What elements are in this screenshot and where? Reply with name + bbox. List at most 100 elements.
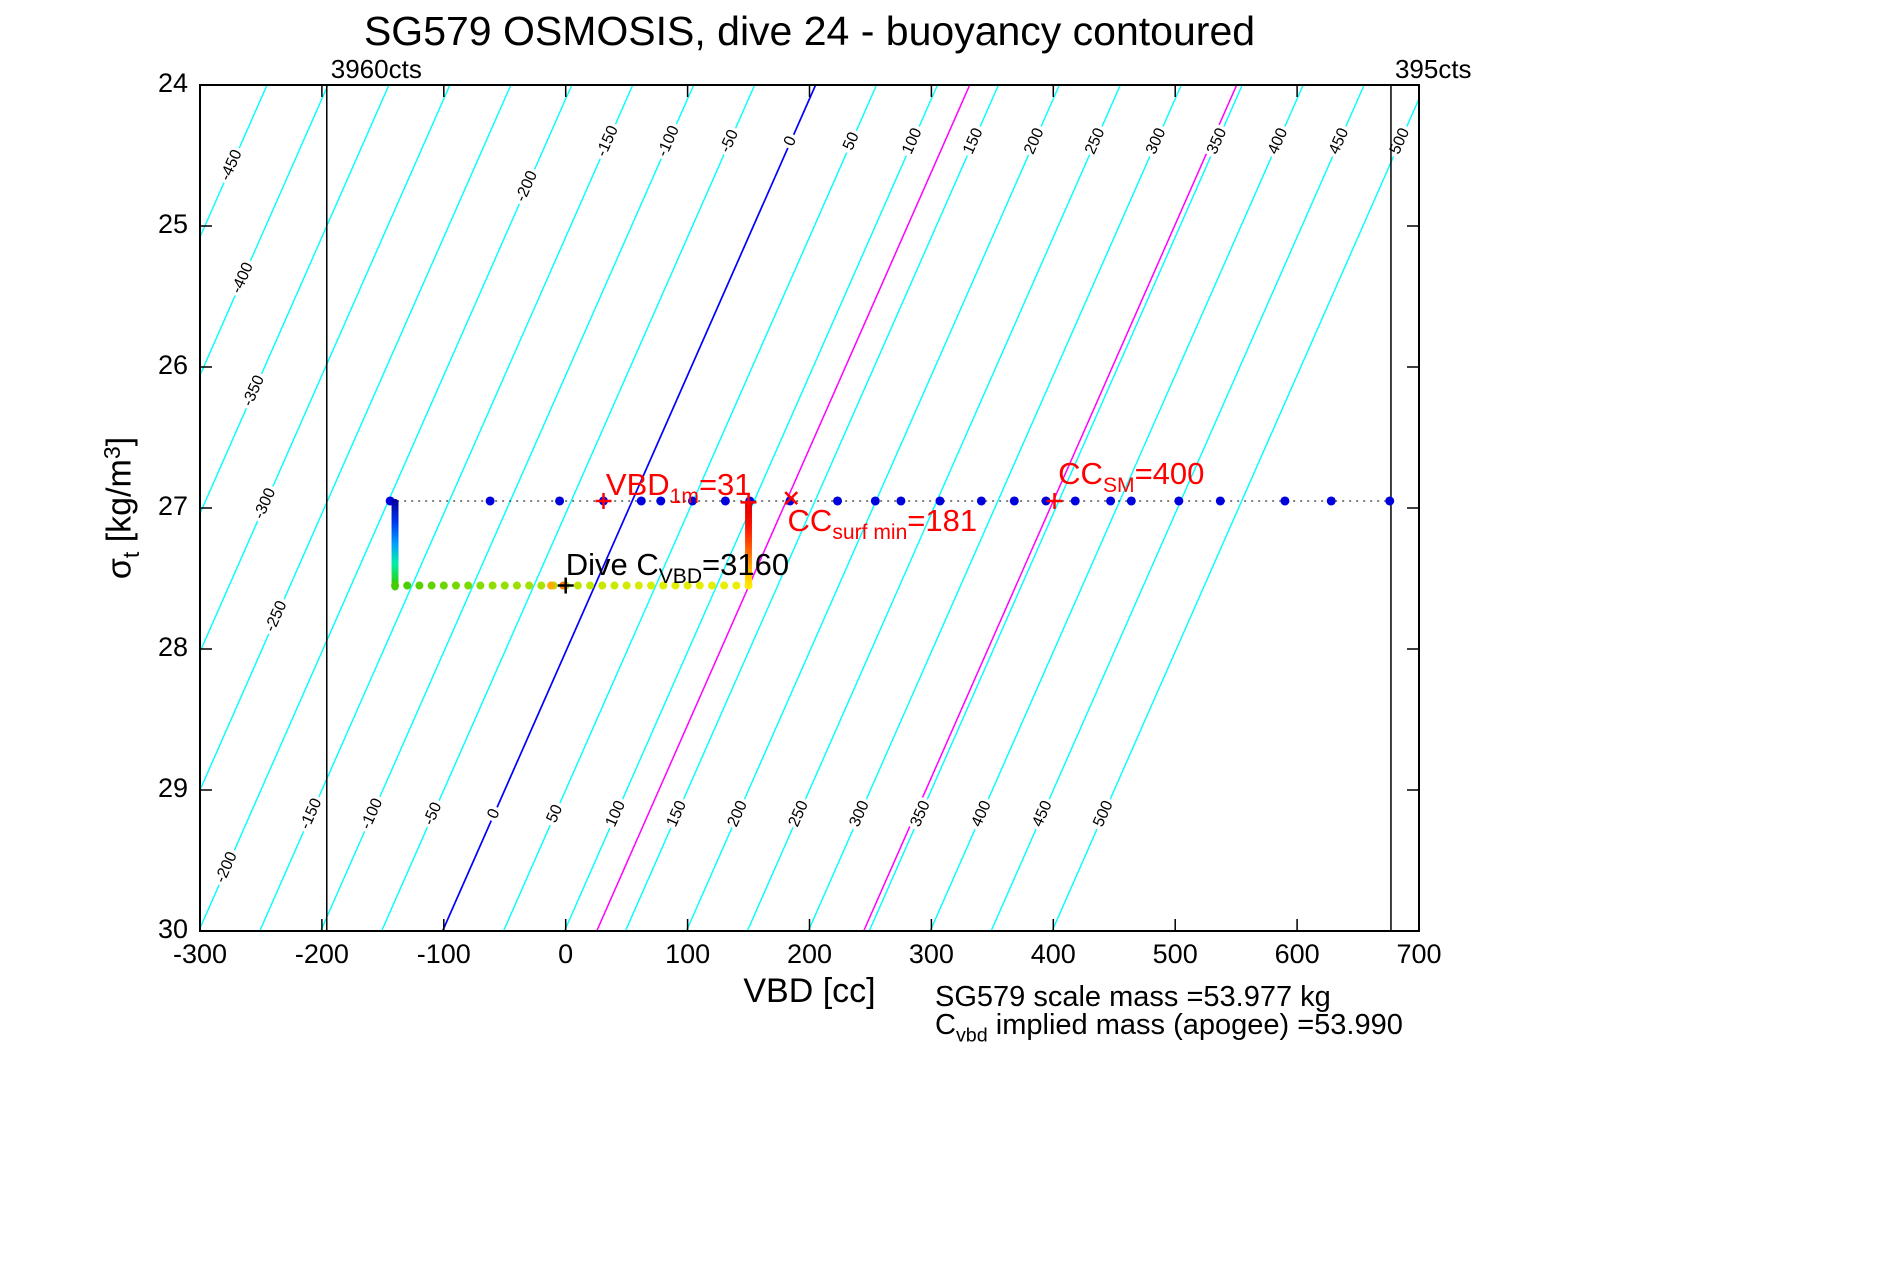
x-axis-label: VBD [cc] <box>743 972 876 1010</box>
text-run: implied mass (apogee) =53.990 <box>987 1009 1403 1041</box>
text-run: CC <box>1058 455 1103 491</box>
contour-label: -400 <box>228 260 257 296</box>
y-axis-label: σt [kg/m3] <box>99 437 145 579</box>
contour-label: 400 <box>968 798 994 829</box>
track-dot-bottom <box>695 581 704 590</box>
surface-dot <box>1215 496 1225 506</box>
ref-line-label-right: 395cts <box>1394 54 1472 84</box>
track-dot-bottom <box>427 581 436 590</box>
surface-dot <box>485 496 495 506</box>
contour-label: 50 <box>840 130 863 153</box>
contour-label: 150 <box>960 126 986 157</box>
contour-label: -100 <box>358 796 387 832</box>
surface-dot <box>1041 496 1051 506</box>
highlight-contour-line <box>862 85 1238 931</box>
y-tick-label: 24 <box>158 68 188 98</box>
contour-label: 250 <box>1082 126 1108 157</box>
track-dot-bottom <box>671 581 680 590</box>
contour-label: 150 <box>664 798 690 829</box>
contour-line <box>380 85 756 931</box>
contour-label: -150 <box>593 123 622 159</box>
text-run: C <box>935 1009 956 1041</box>
contour-label: 350 <box>907 798 933 829</box>
superscript: 3 <box>98 446 125 460</box>
surface-dot <box>833 496 843 506</box>
contour-label: 50 <box>543 802 566 825</box>
subscript: surf min <box>832 520 908 544</box>
contour-label: 0 <box>781 134 800 149</box>
track-dot-bottom <box>720 581 729 590</box>
y-tick-label: 25 <box>158 209 188 239</box>
track-dot-bottom <box>573 581 582 590</box>
track-dot-bottom <box>415 581 424 590</box>
y-tick-label: 28 <box>158 632 188 662</box>
contour-label: 100 <box>899 126 925 157</box>
subscript: SM <box>1102 473 1135 497</box>
surface-dot <box>1174 496 1184 506</box>
y-tick-label: 26 <box>158 350 188 380</box>
contour-line <box>624 85 1000 931</box>
x-tick-label: 100 <box>665 939 710 969</box>
surface-dot <box>720 496 730 506</box>
x-tick-label: 600 <box>1275 939 1320 969</box>
track-dot-bottom <box>439 581 448 590</box>
contour-line <box>320 85 695 931</box>
text-run: VBD <box>605 466 670 502</box>
text-run: σ <box>100 558 139 580</box>
track-dot-bottom <box>451 581 460 590</box>
contour-label: 300 <box>846 798 872 829</box>
x-tick-label: 300 <box>909 939 954 969</box>
chart-title: SG579 OSMOSIS, dive 24 - buoyancy contou… <box>363 8 1256 54</box>
contour-line-zero <box>441 85 817 931</box>
track-dot-bottom <box>683 581 692 590</box>
annotation-vbd-1m: VBD1m=31 <box>606 467 752 509</box>
x-tick-label: 0 <box>558 939 573 969</box>
contour-label: 200 <box>1021 126 1047 157</box>
contour-label: 350 <box>1204 126 1230 157</box>
implied-mass-text: Cvbd implied mass (apogee) =53.990 <box>935 1009 1403 1047</box>
contour-line <box>990 85 1365 931</box>
text-run: =400 <box>1134 455 1205 491</box>
track-dot-bottom <box>476 581 485 590</box>
track-dot-bottom <box>598 581 607 590</box>
x-tick-label: 700 <box>1396 939 1441 969</box>
surface-dot <box>1070 496 1080 506</box>
text-run: =181 <box>907 502 978 538</box>
track-dot-bottom <box>512 581 521 590</box>
contour-line <box>200 85 329 378</box>
contour-layer <box>200 85 1419 931</box>
annotation-cc-sm: CCSM=400 <box>1058 456 1204 498</box>
track-dot-bottom <box>634 581 643 590</box>
x-tick-label: -200 <box>295 939 349 969</box>
contour-label: 450 <box>1029 798 1055 829</box>
track-dot-bottom <box>391 581 400 590</box>
contour-line <box>200 85 573 930</box>
contour-label: -100 <box>654 123 683 159</box>
x-tick-label: -100 <box>417 939 471 969</box>
x-tick-label: 500 <box>1153 939 1198 969</box>
ref-line-label-left: 3960cts <box>330 54 422 84</box>
contour-line <box>502 85 878 931</box>
contour-label: 0 <box>484 806 503 821</box>
text-run: ] <box>100 436 139 447</box>
surface-dot <box>687 496 697 506</box>
x-tick-label: -300 <box>173 939 227 969</box>
contour-label: -300 <box>251 485 280 521</box>
contour-label: -450 <box>217 147 246 183</box>
point-markers <box>557 491 1063 594</box>
surface-dot <box>1126 496 1136 506</box>
subscript: 1m <box>669 484 699 508</box>
track-dot-bottom <box>732 581 741 590</box>
contour-label: 300 <box>1143 126 1169 157</box>
contour-label: -350 <box>240 373 269 409</box>
track-dot-bottom <box>622 581 631 590</box>
track-dot-bottom <box>525 581 534 590</box>
track-dot-bottom <box>610 581 619 590</box>
contour-line <box>259 85 634 931</box>
surface-series <box>385 496 1395 506</box>
surface-dot <box>636 496 646 506</box>
x-tick-label: 200 <box>787 939 832 969</box>
contour-label: -200 <box>212 849 241 885</box>
